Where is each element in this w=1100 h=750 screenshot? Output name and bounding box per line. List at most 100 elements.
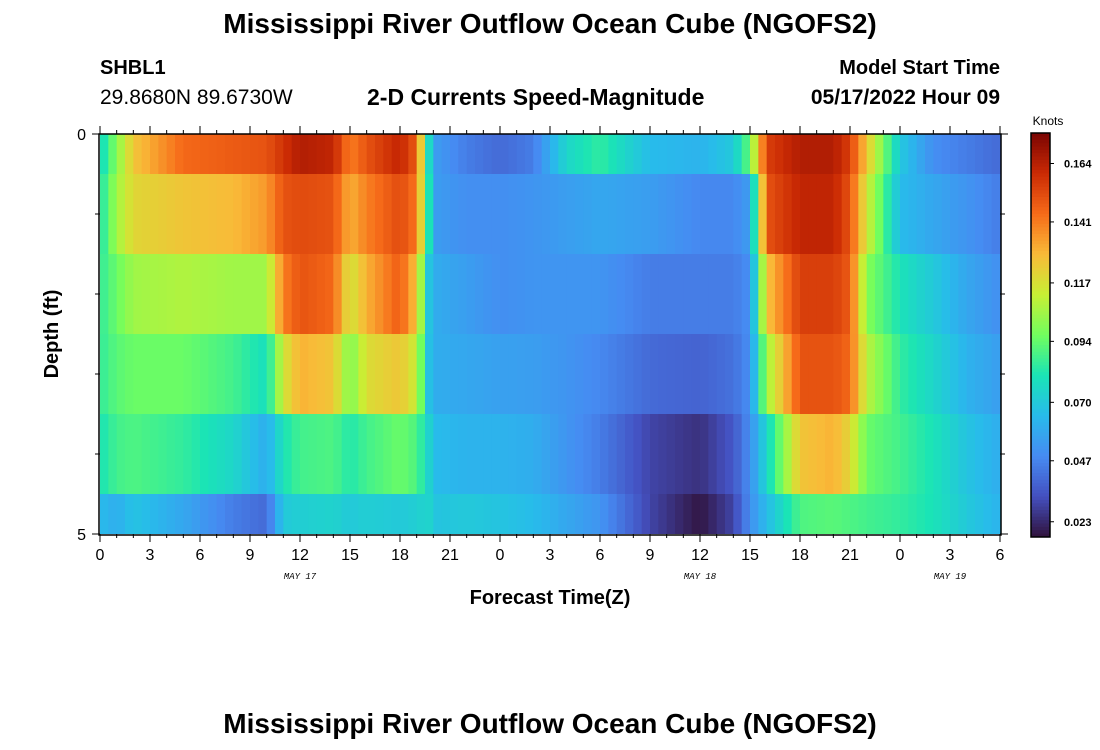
heatmap-cell	[158, 334, 168, 414]
colorbar-segment	[1031, 223, 1050, 228]
heatmap-cell	[133, 134, 143, 174]
heatmap-cell	[450, 334, 459, 414]
heatmap-cell	[700, 254, 709, 334]
heatmap-cell	[533, 334, 543, 414]
heatmap-cell	[491, 254, 501, 334]
heatmap-cell	[366, 134, 376, 174]
heatmap-cell	[591, 334, 601, 414]
heatmap-cell	[966, 494, 976, 534]
heatmap-cell	[475, 334, 484, 414]
colorbar-segment	[1031, 274, 1050, 279]
heatmap-cell	[141, 174, 151, 254]
colorbar-segment	[1031, 388, 1050, 393]
heatmap-cell	[983, 254, 993, 334]
heatmap-cell	[391, 494, 401, 534]
heatmap-cell	[133, 414, 143, 494]
heatmap-cell	[183, 414, 193, 494]
x-tick-label: 6	[196, 547, 205, 564]
heatmap-cell	[625, 334, 634, 414]
heatmap-cell	[300, 254, 309, 334]
heatmap-cell	[558, 134, 568, 174]
heatmap-cell	[516, 134, 526, 174]
heatmap-cell	[708, 134, 718, 174]
heatmap-cell	[716, 334, 726, 414]
heatmap-cell	[933, 254, 943, 334]
heatmap-cell	[191, 174, 201, 254]
x-tick-label: 21	[841, 547, 859, 564]
heatmap-cell	[141, 134, 151, 174]
heatmap-cell	[725, 134, 734, 174]
heatmap-cell	[800, 134, 809, 174]
heatmap-cell	[658, 414, 668, 494]
heatmap-cell	[641, 494, 651, 534]
colorbar-segment	[1031, 170, 1050, 174]
heatmap-cell	[275, 494, 284, 534]
heatmap-cell	[233, 414, 243, 494]
x-tick-label: 3	[546, 547, 555, 564]
heatmap-cell	[383, 134, 393, 174]
heatmap-cell	[850, 414, 859, 494]
heatmap-cell	[166, 334, 176, 414]
heatmap-cell	[908, 414, 918, 494]
colorbar-segment	[1031, 412, 1050, 417]
colorbar-segment	[1031, 398, 1050, 403]
heatmap-cell	[550, 254, 559, 334]
heatmap-cell	[258, 494, 268, 534]
heatmap-cell	[258, 254, 268, 334]
heatmap-cell	[516, 414, 526, 494]
y-tick-label: 0	[77, 127, 86, 144]
heatmap-cell	[233, 134, 243, 174]
heatmap-cell	[391, 414, 401, 494]
heatmap-cell	[525, 334, 534, 414]
heatmap-cell	[433, 494, 443, 534]
x-tick-label: 0	[496, 547, 505, 564]
heatmap-cell	[391, 334, 401, 414]
colorbar-unit: Knots	[1033, 114, 1064, 128]
heatmap-cell	[550, 494, 559, 534]
heatmap-cell	[908, 334, 918, 414]
heatmap-cell	[758, 134, 768, 174]
heatmap-cell	[825, 134, 834, 174]
heatmap-cell	[466, 134, 476, 174]
colorbar-segment	[1031, 483, 1050, 487]
heatmap-cell	[100, 254, 109, 334]
heatmap-cell	[291, 134, 301, 174]
heatmap-cell	[458, 174, 468, 254]
heatmap-cell	[108, 254, 118, 334]
colorbar-segment	[1031, 247, 1050, 252]
heatmap-cell	[441, 414, 451, 494]
heatmap-cell	[816, 494, 826, 534]
heatmap-cell	[850, 334, 859, 414]
heatmap-cell	[908, 254, 918, 334]
colorbar-segment	[1031, 136, 1050, 141]
heatmap-cell	[291, 174, 301, 254]
colorbar-segment	[1031, 133, 1050, 137]
heatmap-cell	[566, 414, 576, 494]
heatmap-cell	[925, 414, 934, 494]
colorbar-tick-label: 0.070	[1064, 397, 1092, 409]
heatmap-cell	[775, 254, 784, 334]
heatmap-cell	[941, 334, 951, 414]
colorbar-segment	[1031, 365, 1050, 370]
heatmap-cell	[500, 174, 509, 254]
heatmap-cell	[541, 334, 551, 414]
heatmap-cell	[741, 174, 751, 254]
colorbar: Knots 0.164 0.141 0.117 0.094 0.070 0.047 0.023	[1030, 114, 1092, 538]
colorbar-segment	[1031, 297, 1050, 302]
heatmap-cell	[308, 174, 318, 254]
heatmap-cell	[741, 254, 751, 334]
heatmap-cell	[558, 334, 568, 414]
heatmap-cell	[116, 494, 126, 534]
colorbar-segment	[1031, 358, 1050, 363]
heatmap-cell	[991, 494, 1001, 534]
colorbar-segment	[1031, 530, 1050, 535]
heatmap-cell	[266, 174, 276, 254]
heatmap-cell	[308, 414, 318, 494]
heatmap-cell	[316, 494, 326, 534]
colorbar-segment	[1031, 469, 1050, 474]
heatmap-cell	[533, 134, 543, 174]
heatmap-cell	[666, 334, 676, 414]
heatmap-cell	[716, 494, 726, 534]
heatmap-cell	[291, 334, 301, 414]
colorbar-segment	[1031, 338, 1050, 343]
